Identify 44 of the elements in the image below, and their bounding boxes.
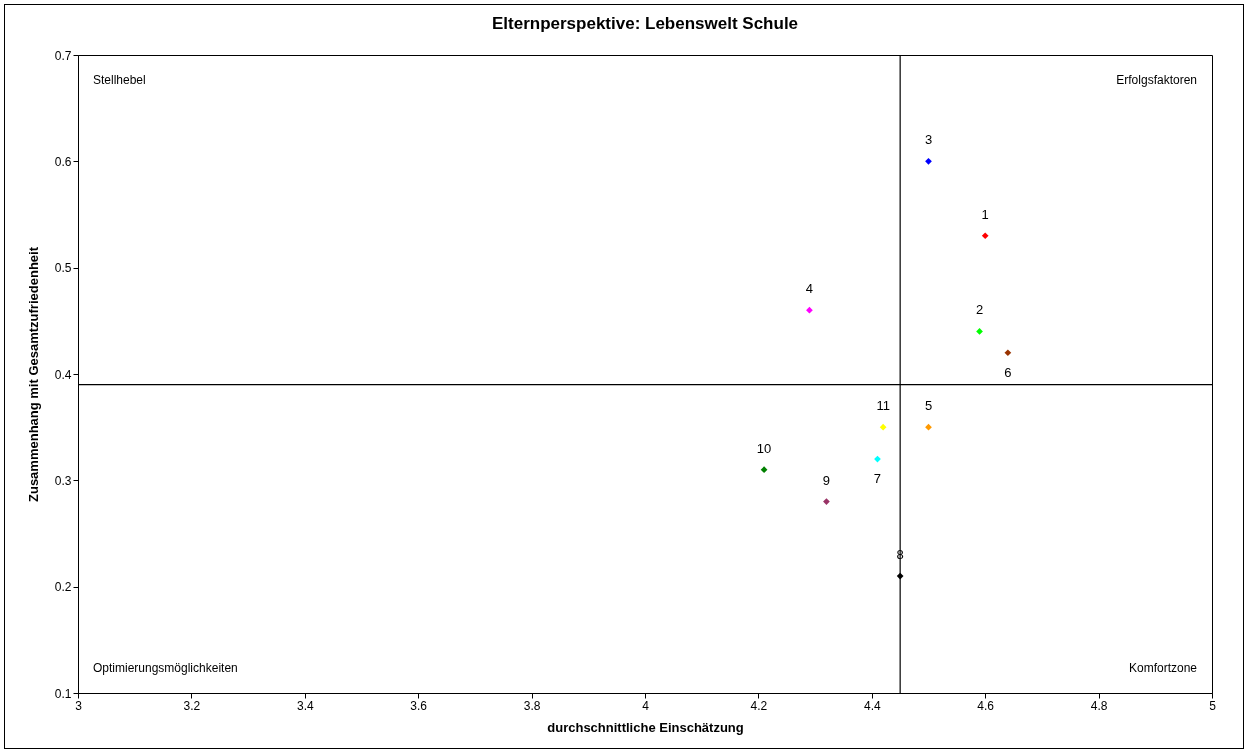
x-tick-label: 5 bbox=[1209, 698, 1217, 713]
series-label: 11 bbox=[876, 398, 890, 414]
series-label: 1 bbox=[981, 206, 989, 222]
x-tick-label: 3 bbox=[75, 698, 83, 713]
series-label: 9 bbox=[822, 472, 831, 488]
annotation: Stellhebel bbox=[93, 73, 146, 87]
series-label: 10 bbox=[756, 440, 772, 456]
x-axis-title: durchschnittliche Einschätzung bbox=[547, 719, 744, 735]
y-tick-label: 0.3 bbox=[54, 473, 72, 488]
x-tick-label: 4.4 bbox=[863, 698, 881, 713]
x-tick-label: 3.4 bbox=[296, 698, 314, 713]
y-tick-label: 0.5 bbox=[54, 261, 72, 276]
y-tick-label: 0.4 bbox=[54, 367, 72, 382]
y-tick-label: 0.2 bbox=[54, 580, 72, 595]
x-tick-label: 3.8 bbox=[523, 698, 541, 713]
series-label: 3 bbox=[924, 132, 933, 148]
point bbox=[806, 306, 813, 314]
x-tick-label: 3.2 bbox=[183, 698, 201, 713]
series-label: 6 bbox=[1004, 364, 1012, 380]
x-tick-label: 4.6 bbox=[977, 698, 995, 713]
x-tick-label: 4.8 bbox=[1090, 698, 1108, 713]
y-tick-label: 0.6 bbox=[54, 154, 72, 169]
point bbox=[976, 328, 983, 335]
series-label: 2 bbox=[975, 302, 984, 318]
y-tick-label: 0.7 bbox=[54, 48, 72, 63]
y-tick-label: 0.1 bbox=[54, 686, 72, 701]
series-label: 5 bbox=[924, 398, 933, 414]
point bbox=[823, 498, 830, 505]
annotation: Optimierungsmöglichkeiten bbox=[93, 661, 238, 675]
annotation: Komfortzone bbox=[1128, 661, 1198, 675]
annotation: Erfolgsfaktoren bbox=[1116, 73, 1197, 87]
point bbox=[981, 232, 989, 240]
y-axis-title: Zusammenhang mit Gesamtzufriedenheit bbox=[25, 246, 41, 502]
point bbox=[925, 157, 932, 165]
point bbox=[1004, 349, 1012, 357]
chart-title: Elternperspektive: Lebenswelt Schule bbox=[491, 14, 799, 33]
x-tick-label: 4.2 bbox=[750, 698, 768, 713]
x-tick-label: 3.6 bbox=[410, 698, 428, 713]
point bbox=[925, 423, 932, 431]
point bbox=[760, 466, 768, 474]
x-tick-label: 4 bbox=[642, 698, 650, 713]
series-label: 4 bbox=[805, 281, 814, 297]
series-label: 7 bbox=[873, 471, 882, 487]
point bbox=[879, 423, 887, 431]
